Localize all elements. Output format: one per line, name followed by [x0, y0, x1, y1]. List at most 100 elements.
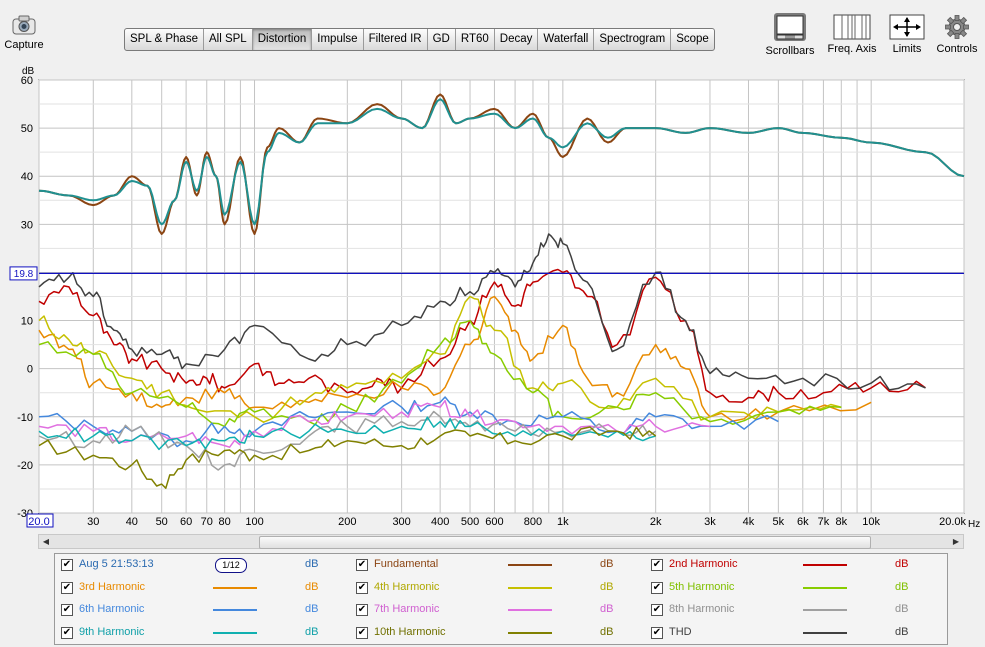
visibility-checkbox[interactable]: ✔: [356, 626, 368, 639]
x-tick-label: 100: [245, 516, 263, 528]
legend-label: 5th Harmonic: [669, 580, 735, 593]
legend-item-thd: ✔ THD dB: [645, 622, 940, 645]
tab-gd[interactable]: GD: [428, 29, 456, 50]
legend-label: 3rd Harmonic: [79, 580, 146, 593]
gear-icon: [945, 15, 969, 39]
distortion-graph[interactable]: 6050403020100-10-20-30 20.03040506070801…: [0, 62, 985, 534]
x-tick-label: 3k: [704, 516, 716, 528]
legend-unit: dB: [600, 558, 614, 570]
visibility-checkbox[interactable]: ✔: [61, 604, 73, 616]
x-tick-label: 500: [461, 516, 479, 528]
limits-button[interactable]: Limits: [884, 14, 930, 55]
visibility-checkbox[interactable]: ✔: [651, 604, 663, 616]
legend-line-swatch: [803, 586, 847, 589]
legend-label: THD: [669, 625, 692, 638]
capture-button[interactable]: Capture: [4, 14, 44, 51]
x-tick-label: 5k: [773, 516, 785, 528]
trace-legend: ✔ Aug 5 21:53:13 1/12 dB ✔ Fundamental dB ✔ 2nd …: [54, 553, 948, 645]
scroll-right-icon[interactable]: ▶: [952, 537, 960, 546]
x-tick-label: 80: [219, 516, 231, 528]
tab-impulse[interactable]: Impulse: [312, 29, 364, 50]
legend-item-aug-5-21-53-13: ✔ Aug 5 21:53:13 1/12 dB: [55, 554, 350, 577]
legend-line-swatch: [508, 586, 552, 589]
legend-row: ✔ Aug 5 21:53:13 1/12 dB ✔ Fundamental dB ✔ 2nd …: [55, 554, 947, 577]
limits-icon: [889, 14, 925, 40]
legend-item-6th-harmonic: ✔ 6th Harmonic dB: [55, 599, 350, 622]
legend-line-swatch: [508, 609, 552, 611]
legend-unit: dB: [600, 603, 614, 615]
legend-unit: dB: [305, 603, 319, 615]
tab-all-spl[interactable]: All SPL: [204, 29, 253, 50]
tab-spl-phase[interactable]: SPL & Phase: [125, 29, 204, 50]
legend-label: 4th Harmonic: [374, 580, 440, 593]
tab-filtered-ir[interactable]: Filtered IR: [364, 29, 428, 50]
horizontal-scrollbar[interactable]: ◀ ▶: [38, 534, 964, 549]
visibility-checkbox[interactable]: ✔: [651, 626, 663, 639]
toolbar: Capture SPL & Phase All SPL Distortion Impu…: [0, 0, 985, 62]
view-tabs: SPL & Phase All SPL Distortion Impulse Filte…: [124, 28, 715, 51]
freq-axis-label: Freq. Axis: [827, 43, 877, 55]
y-tick-label: 0: [27, 364, 33, 376]
x-tick-label: 60: [180, 516, 192, 528]
smoothing-badge[interactable]: 1/12: [215, 558, 247, 573]
scroll-left-icon[interactable]: ◀: [42, 537, 50, 546]
scrollbars-label: Scrollbars: [765, 45, 815, 57]
series-line-thd: [38, 233, 926, 391]
tab-waterfall[interactable]: Waterfall: [538, 29, 595, 50]
y-tick-label: 30: [21, 219, 33, 231]
legend-unit: dB: [305, 625, 319, 638]
tab-decay[interactable]: Decay: [495, 29, 539, 50]
legend-line-swatch: [803, 631, 847, 634]
legend-item-4th-harmonic: ✔ 4th Harmonic dB: [350, 577, 645, 600]
legend-unit: dB: [895, 603, 909, 615]
limits-label: Limits: [892, 43, 922, 55]
y-axis-ticks: 6050403020100-10-20-30: [17, 75, 33, 520]
x-tick-label: 200: [338, 516, 356, 528]
camera-icon: [12, 15, 36, 35]
visibility-checkbox[interactable]: ✔: [356, 581, 368, 594]
visibility-checkbox[interactable]: ✔: [651, 559, 663, 571]
x-axis-unit: Hz: [968, 519, 980, 530]
freq-axis-button[interactable]: Freq. Axis: [826, 14, 878, 55]
legend-unit: dB: [895, 580, 909, 593]
legend-item-fundamental: ✔ Fundamental dB: [350, 554, 645, 577]
y-axis-label: dB: [22, 66, 35, 77]
y-tick-label: -20: [17, 460, 33, 472]
visibility-checkbox[interactable]: ✔: [356, 604, 368, 616]
y-tick-label: 10: [21, 316, 33, 328]
tab-scope[interactable]: Scope: [676, 33, 709, 45]
cursor-value-box: [9, 266, 38, 281]
legend-line-swatch: [213, 586, 257, 589]
x-axis-ticks: 20.0 30 40 50 60 70 80 100 200 300 400 500 600 800 1k 2…: [26, 513, 966, 528]
legend-row: ✔ 3rd Harmonic dB ✔ 4th Harmonic dB ✔ 5th Harmo…: [55, 577, 947, 600]
y-tick-label: -10: [17, 412, 33, 424]
legend-row: ✔ 6th Harmonic dB ✔ 7th Harmonic dB ✔ 8th Harmo…: [55, 599, 947, 622]
visibility-checkbox[interactable]: ✔: [356, 559, 368, 571]
tab-spectrogram[interactable]: Spectrogram: [594, 29, 672, 50]
legend-label: 10th Harmonic: [374, 625, 446, 638]
legend-item-10th-harmonic: ✔ 10th Harmonic dB: [350, 622, 645, 645]
legend-label: 9th Harmonic: [79, 625, 145, 638]
controls-label: Controls: [936, 43, 978, 55]
series-line-2nd-harmonic: [38, 268, 926, 403]
legend-line-swatch: [213, 609, 257, 611]
scrollbar-thumb[interactable]: [259, 536, 871, 549]
legend-item-8th-harmonic: ✔ 8th Harmonic dB: [645, 599, 940, 622]
x-tick-label: 20.0k: [939, 516, 966, 528]
visibility-checkbox[interactable]: ✔: [61, 581, 73, 594]
visibility-checkbox[interactable]: ✔: [61, 559, 73, 571]
x-tick-label: 7k: [818, 516, 830, 528]
x-tick-label: 40: [126, 516, 138, 528]
scrollbars-button[interactable]: Scrollbars: [764, 12, 816, 57]
tab-rt60[interactable]: RT60: [456, 29, 495, 50]
tab-distortion[interactable]: Distortion: [252, 29, 313, 50]
legend-item-5th-harmonic: ✔ 5th Harmonic dB: [645, 577, 940, 600]
legend-line-swatch: [213, 631, 257, 634]
series-lines: [38, 93, 965, 489]
visibility-checkbox[interactable]: ✔: [61, 626, 73, 639]
controls-button[interactable]: Controls: [934, 14, 980, 55]
series-line-fundamental-smoothed-: [38, 98, 965, 226]
x-tick-label: 10k: [862, 516, 880, 528]
visibility-checkbox[interactable]: ✔: [651, 581, 663, 594]
y-tick-label: 40: [21, 171, 33, 183]
